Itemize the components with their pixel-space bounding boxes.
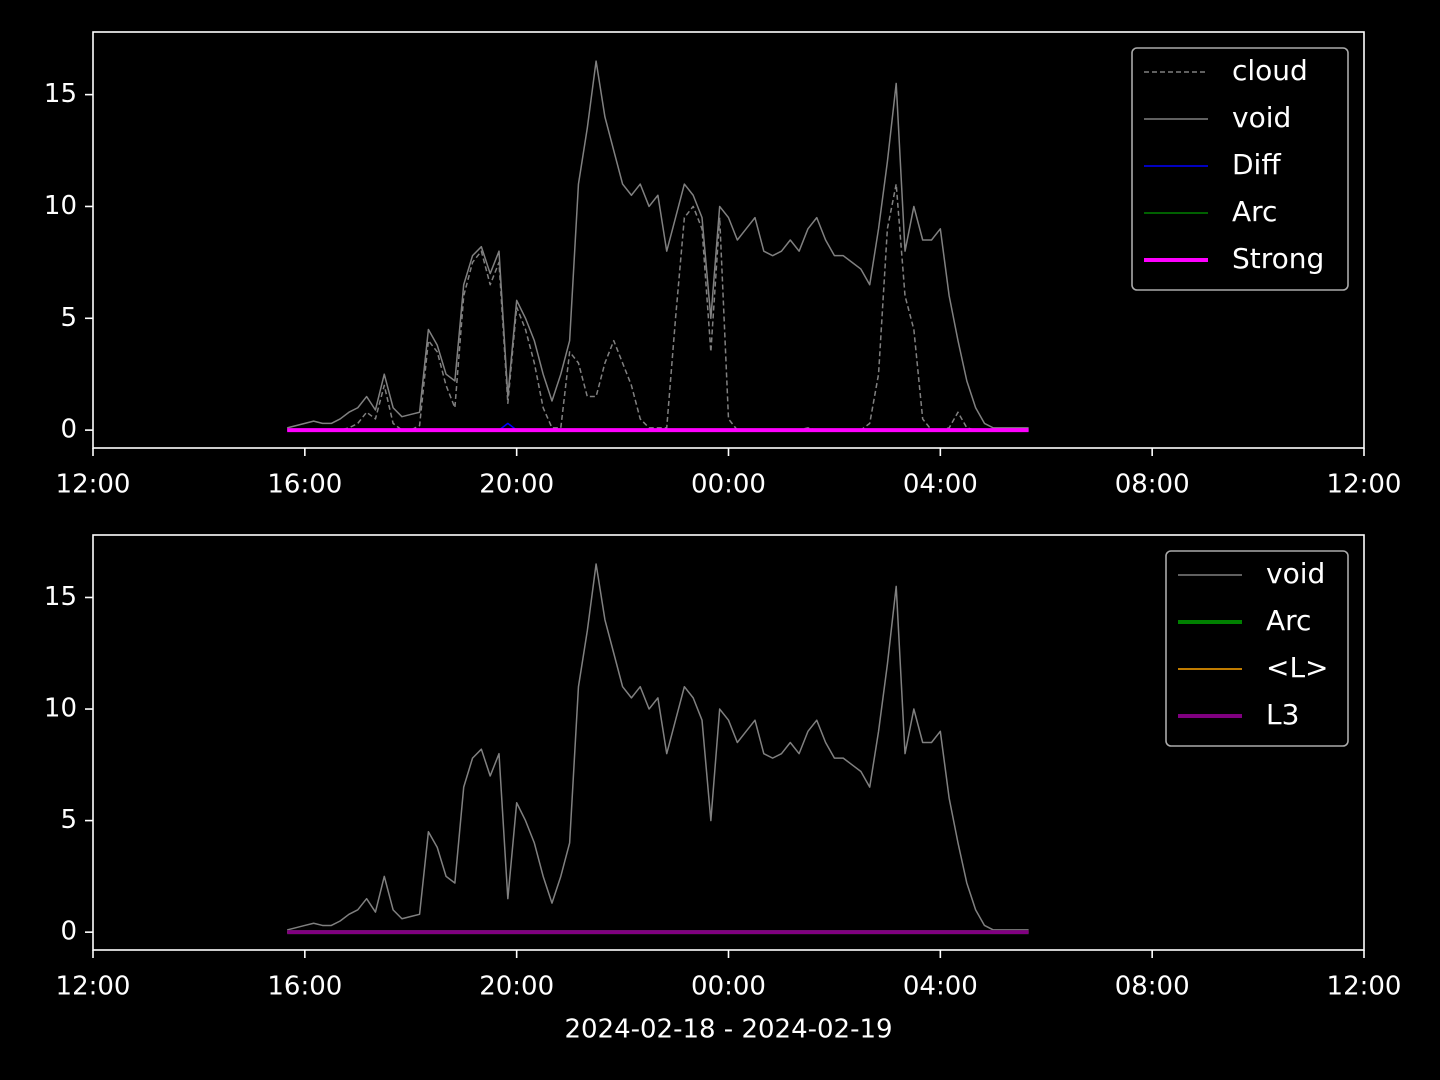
- legend-label: void: [1232, 101, 1291, 134]
- x-tick-label: 04:00: [903, 972, 978, 1002]
- x-tick-label: 16:00: [267, 470, 342, 500]
- y-tick-label: 15: [44, 79, 77, 109]
- x-tick-label: 16:00: [267, 972, 342, 1002]
- legend: cloud void Diff Arc Strong: [1131, 47, 1349, 291]
- x-tick-label: 12:00: [1327, 972, 1402, 1002]
- y-tick-label: 5: [60, 303, 77, 333]
- x-axis-label: 2024-02-18 - 2024-02-19: [564, 1015, 892, 1045]
- series-line: [287, 183, 1029, 431]
- x-tick-label: 12:00: [1327, 470, 1402, 500]
- legend: void Arc <L> L3: [1165, 550, 1349, 747]
- axes: 0 5 10 15 12:00 16:00 20:00 00:00 04:00 08:00 12:0…: [44, 534, 1402, 1045]
- x-tick-label: 08:00: [1115, 470, 1190, 500]
- x-tick-label: 12:00: [56, 972, 131, 1002]
- legend-label: L3: [1266, 698, 1299, 731]
- x-tick-label: 04:00: [903, 470, 978, 500]
- legend-label: cloud: [1232, 54, 1308, 87]
- y-tick-label: 0: [60, 917, 77, 947]
- x-tick-label: 12:00: [56, 470, 131, 500]
- x-tick-label: 00:00: [691, 972, 766, 1002]
- y-tick-label: 10: [44, 191, 77, 221]
- y-tick-label: 0: [60, 415, 77, 445]
- legend-label: Arc: [1232, 195, 1277, 228]
- y-tick-label: 5: [60, 805, 77, 835]
- legend-frame: [1165, 550, 1349, 747]
- y-tick-label: 15: [44, 582, 77, 612]
- legend-label: Diff: [1232, 148, 1281, 181]
- legend-label: Arc: [1266, 604, 1311, 637]
- x-tick-label: 20:00: [479, 470, 554, 500]
- x-tick-label: 20:00: [479, 972, 554, 1002]
- x-tick-label: 08:00: [1115, 972, 1190, 1002]
- x-tick-label: 00:00: [691, 470, 766, 500]
- legend-frame: [1131, 47, 1349, 291]
- axes: 0 5 10 15 12:00 16:00 20:00 00:00 04:00 08:00 12:0…: [44, 31, 1402, 500]
- y-tick-label: 10: [44, 694, 77, 724]
- legend-label: void: [1266, 557, 1325, 590]
- series-line: [286, 60, 1029, 429]
- legend-label: Strong: [1232, 242, 1324, 275]
- series-line: [286, 563, 1029, 931]
- legend-label: <L>: [1266, 651, 1329, 684]
